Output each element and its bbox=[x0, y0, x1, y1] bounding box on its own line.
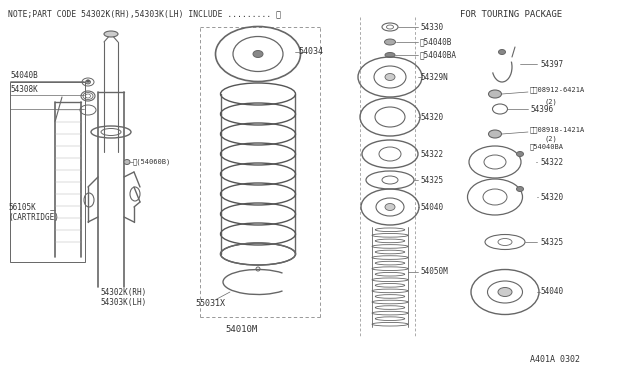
Ellipse shape bbox=[124, 160, 130, 164]
Text: 54322: 54322 bbox=[540, 157, 563, 167]
Text: NOTE;PART CODE 54302K(RH),54303K(LH) INCLUDE ......... ※: NOTE;PART CODE 54302K(RH),54303K(LH) INC… bbox=[8, 10, 281, 19]
Text: ※54040BA: ※54040BA bbox=[420, 51, 457, 60]
Ellipse shape bbox=[385, 74, 395, 80]
Ellipse shape bbox=[488, 130, 502, 138]
Ellipse shape bbox=[385, 39, 396, 45]
Text: ※ⓝ08912-6421A: ※ⓝ08912-6421A bbox=[530, 87, 585, 93]
Ellipse shape bbox=[104, 31, 118, 37]
Text: 54308K: 54308K bbox=[10, 84, 38, 93]
Text: 54330: 54330 bbox=[420, 22, 443, 32]
Text: 54325: 54325 bbox=[540, 237, 563, 247]
Text: 54040: 54040 bbox=[540, 288, 563, 296]
Text: 54050M: 54050M bbox=[420, 267, 448, 276]
Text: A401A 0302: A401A 0302 bbox=[530, 356, 580, 365]
Ellipse shape bbox=[86, 80, 90, 82]
Text: 55031X: 55031X bbox=[195, 299, 225, 308]
Text: 54397: 54397 bbox=[540, 60, 563, 68]
Ellipse shape bbox=[86, 80, 90, 84]
Text: ※(54060B): ※(54060B) bbox=[133, 159, 172, 165]
Ellipse shape bbox=[385, 52, 395, 58]
Ellipse shape bbox=[498, 288, 512, 296]
Text: 54396: 54396 bbox=[530, 105, 553, 113]
Ellipse shape bbox=[499, 49, 506, 55]
Text: 54322: 54322 bbox=[420, 150, 443, 158]
Text: 54034: 54034 bbox=[298, 46, 323, 55]
Ellipse shape bbox=[253, 51, 263, 58]
Text: 54040: 54040 bbox=[420, 202, 443, 212]
Ellipse shape bbox=[385, 203, 395, 211]
Text: (2): (2) bbox=[545, 99, 557, 105]
Bar bbox=[10, 82, 85, 262]
Text: (CARTRIDGE): (CARTRIDGE) bbox=[8, 212, 59, 221]
Text: 54320: 54320 bbox=[540, 192, 563, 202]
Text: ※54040BA: ※54040BA bbox=[530, 144, 564, 150]
Text: 56105K: 56105K bbox=[8, 202, 36, 212]
Ellipse shape bbox=[488, 90, 502, 98]
Text: 54329N: 54329N bbox=[420, 73, 448, 81]
Text: 54040B: 54040B bbox=[10, 71, 38, 80]
Text: 54320: 54320 bbox=[420, 112, 443, 122]
Text: 54303K(LH): 54303K(LH) bbox=[100, 298, 147, 307]
Text: (2): (2) bbox=[545, 136, 557, 142]
Text: ※54040B: ※54040B bbox=[420, 38, 452, 46]
Ellipse shape bbox=[516, 151, 524, 157]
Text: 54325: 54325 bbox=[420, 176, 443, 185]
Ellipse shape bbox=[516, 186, 524, 192]
Text: 54010M: 54010M bbox=[225, 324, 257, 334]
Text: FOR TOURING PACKAGE: FOR TOURING PACKAGE bbox=[460, 10, 562, 19]
Text: ※ⓝ08918-1421A: ※ⓝ08918-1421A bbox=[530, 127, 585, 133]
Text: 54302K(RH): 54302K(RH) bbox=[100, 288, 147, 296]
